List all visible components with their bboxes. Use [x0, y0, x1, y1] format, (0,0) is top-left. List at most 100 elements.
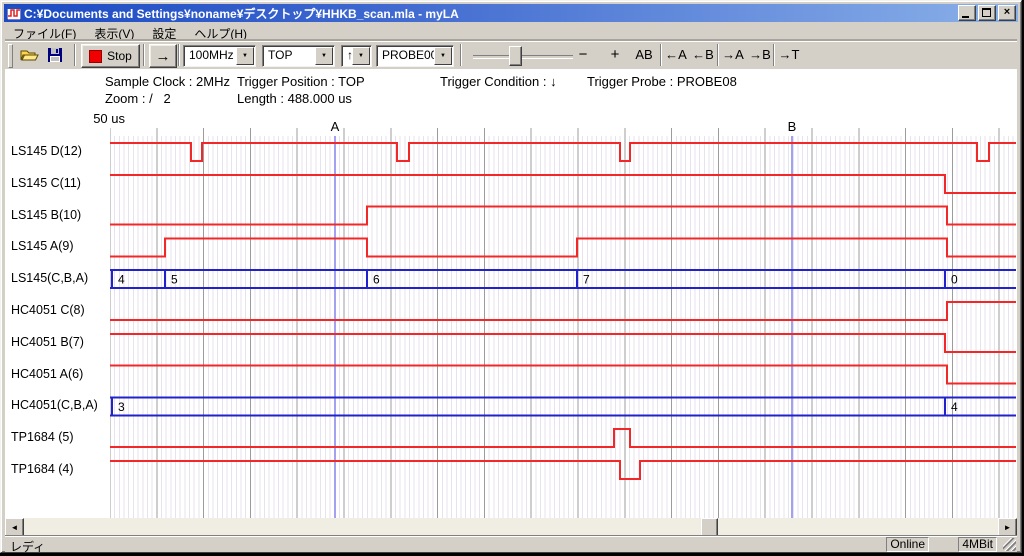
trigger-probe-info: Trigger Probe : PROBE08	[587, 74, 737, 89]
menu-view[interactable]: 表示(V)	[94, 27, 135, 41]
goto-marker-b-button[interactable]: ←B	[692, 47, 714, 62]
trigger-edge-value: ↑	[347, 48, 353, 62]
menu-file[interactable]: ファイル(F)	[13, 27, 77, 41]
menu-settings[interactable]: 設定	[152, 27, 177, 41]
online-status-badge: Online	[886, 537, 929, 552]
signal-label: TP1684 (4)	[11, 462, 74, 476]
close-icon: ×	[1003, 6, 1011, 18]
goto-trigger-button[interactable]: →T	[778, 47, 800, 62]
svg-text:4: 4	[118, 273, 125, 287]
sample-clock-info: Sample Clock : 2MHz	[105, 74, 230, 89]
set-marker-b-button[interactable]: →B	[749, 47, 771, 62]
signal-label: LS145 C(11)	[11, 175, 81, 190]
trigger-probe-select[interactable]: PROBE00 ▼	[376, 45, 454, 67]
length-info: Length : 488.000 us	[237, 91, 352, 106]
signal-label: LS145(C,B,A)	[11, 271, 89, 286]
trigger-position-info: Trigger Position : TOP	[237, 74, 365, 89]
toolbar-separator	[178, 44, 180, 66]
toolbar-separator	[143, 44, 145, 66]
chevron-down-icon[interactable]: ▼	[434, 47, 452, 65]
maximize-icon	[982, 8, 991, 17]
trigger-edge-select[interactable]: ↑ ▼	[341, 45, 372, 67]
signal-label: HC4051(C,B,A)	[11, 398, 98, 413]
svg-text:3: 3	[118, 400, 125, 414]
toolbar-grip[interactable]	[8, 44, 13, 68]
toolbar-separator	[460, 44, 462, 66]
signal-trace	[110, 237, 1016, 258]
signal-trace	[110, 332, 1016, 353]
signal-label: TP1684 (5)	[11, 430, 74, 445]
horizontal-scrollbar[interactable]: ◄ ►	[5, 518, 1017, 537]
svg-text:4: 4	[951, 400, 958, 414]
zoom-info: Zoom : / 2	[105, 91, 171, 106]
menu-bar: ファイル(F) 表示(V) 設定 ヘルプ(H)	[5, 24, 255, 41]
signal-label: LS145 D(12)	[11, 144, 82, 158]
minimize-button[interactable]	[958, 5, 976, 21]
close-button[interactable]: ×	[998, 5, 1016, 21]
toolbar-separator	[773, 44, 775, 66]
signal-trace	[110, 173, 1016, 194]
stop-label: Stop	[107, 49, 132, 63]
marker-b-label[interactable]: B	[786, 119, 798, 134]
ab-range-button[interactable]: AB	[635, 47, 653, 62]
maximize-button[interactable]	[978, 5, 996, 21]
zoom-out-button[interactable]: −	[578, 46, 588, 63]
signal-trace	[110, 428, 1016, 449]
trigger-probe-value: PROBE00	[382, 48, 438, 62]
menu-help[interactable]: ヘルプ(H)	[194, 27, 248, 41]
minimize-icon	[962, 16, 969, 18]
signal-trace	[110, 142, 1016, 162]
zoom-slider-thumb[interactable]	[509, 46, 522, 66]
signal-label: LS145 A(9)	[11, 239, 74, 254]
chevron-down-icon[interactable]: ▼	[315, 47, 333, 65]
marker-a-label[interactable]: A	[329, 119, 341, 134]
set-marker-a-button[interactable]: →A	[722, 47, 744, 62]
bus-trace: 4 5 6 7 0	[110, 269, 1016, 290]
zoom-slider-track[interactable]	[473, 55, 573, 59]
signal-trace	[110, 364, 1016, 385]
status-bar: レディ Online 4MBit	[5, 535, 1017, 554]
signal-label: HC4051 B(7)	[11, 334, 84, 349]
open-folder-icon	[20, 50, 39, 61]
toolbar-separator	[74, 44, 76, 66]
time-division-label: 50 us	[93, 111, 125, 126]
stop-icon	[89, 49, 103, 63]
save-button[interactable]	[43, 44, 67, 66]
floppy-disk-icon	[48, 48, 62, 62]
toolbar-separator	[660, 44, 662, 66]
waveform-client-area: Sample Clock : 2MHz Trigger Position : T…	[5, 69, 1017, 518]
title-bar[interactable]: C:¥Documents and Settings¥noname¥デスクトップ¥…	[4, 4, 1018, 22]
memory-size-badge: 4MBit	[958, 537, 997, 552]
goto-marker-a-button[interactable]: ←A	[665, 47, 687, 62]
toolbar-separator	[717, 44, 719, 66]
waveform-plot[interactable]: 4 5 6 7 03 4	[110, 128, 1016, 518]
stop-button[interactable]: Stop	[81, 44, 140, 68]
open-file-button[interactable]	[17, 44, 41, 66]
signal-trace	[110, 460, 1016, 480]
chevron-down-icon[interactable]: ▼	[352, 47, 370, 65]
run-button[interactable]: →	[149, 44, 177, 68]
sample-clock-select[interactable]: 100MHz ▼	[183, 45, 256, 67]
resize-grip[interactable]	[1003, 538, 1016, 551]
sample-clock-value: 100MHz	[189, 48, 234, 62]
status-message: レディ	[10, 540, 46, 554]
trigger-position-select[interactable]: TOP ▼	[262, 45, 335, 67]
signal-label: LS145 B(10)	[11, 207, 82, 222]
app-icon[interactable]	[7, 6, 21, 20]
marker-lines[interactable]	[334, 136, 793, 518]
signal-trace	[110, 205, 1016, 226]
svg-text:0: 0	[951, 273, 958, 287]
signal-label: HC4051 A(6)	[11, 366, 84, 381]
trigger-condition-info: Trigger Condition : ↓	[440, 74, 557, 89]
svg-text:6: 6	[373, 273, 380, 287]
signal-trace	[110, 301, 1016, 321]
zoom-in-button[interactable]: +	[610, 46, 620, 63]
window-title: C:¥Documents and Settings¥noname¥デスクトップ¥…	[24, 6, 459, 21]
signal-label: HC4051 C(8)	[11, 303, 85, 317]
svg-text:5: 5	[171, 273, 178, 287]
toolbar: Stop → 100MHz ▼ TOP ▼ ↑ ▼ PROBE00 ▼ − + …	[5, 41, 1017, 69]
grid	[110, 128, 1014, 518]
chevron-down-icon[interactable]: ▼	[236, 47, 254, 65]
